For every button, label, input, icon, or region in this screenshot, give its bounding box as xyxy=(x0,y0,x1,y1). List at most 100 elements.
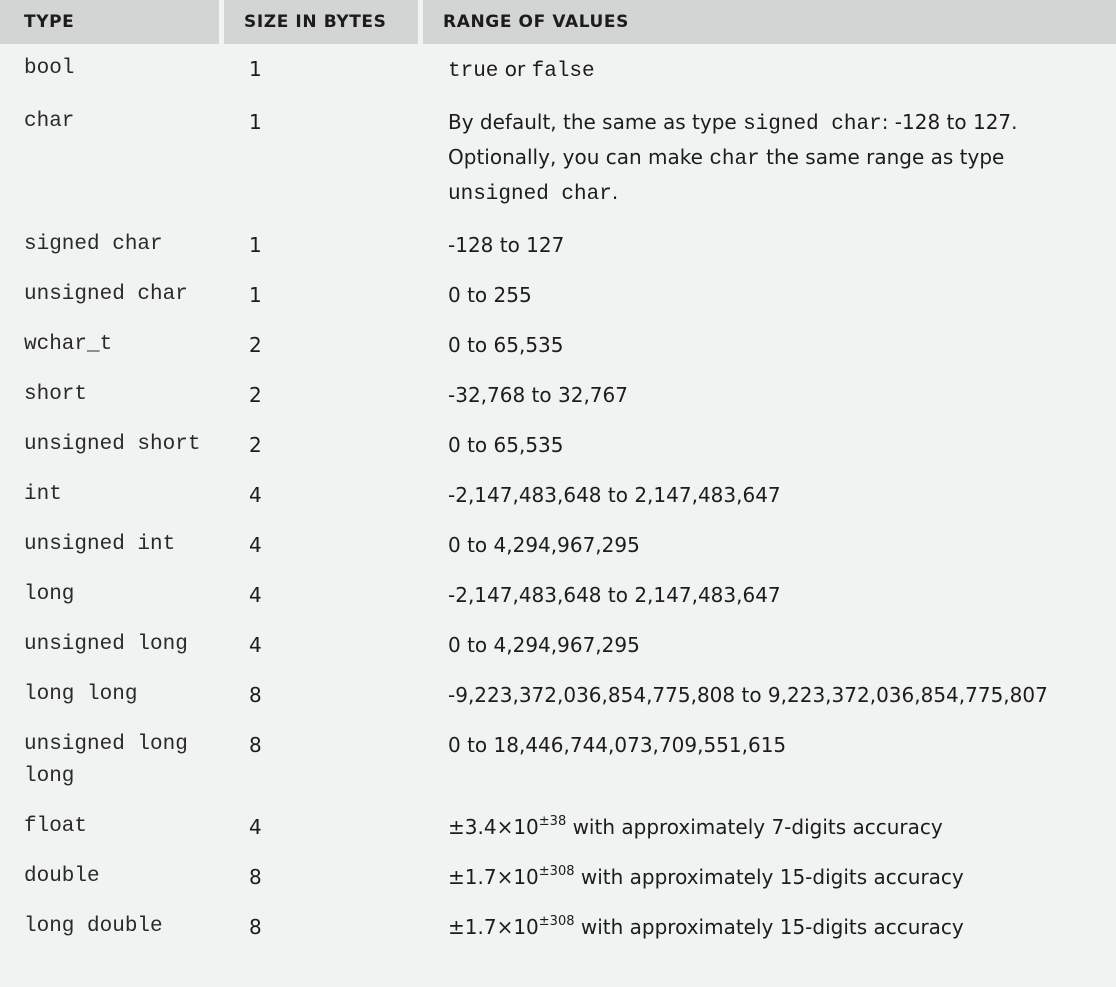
range-base: ±1.7×10 xyxy=(448,865,539,889)
size-cell: 4 xyxy=(224,620,423,670)
table-row: long double 8 ±1.7×10±308 with approximate… xyxy=(0,902,1116,952)
type-cell: unsigned char xyxy=(0,270,224,320)
range-cell: -32,768 to 32,767 xyxy=(423,370,1116,420)
range-code: true xyxy=(448,60,499,83)
table-row: float 4 ±3.4×10±38 with approximately 7-di… xyxy=(0,802,1116,852)
type-cell: unsigned int xyxy=(0,520,224,570)
range-exponent: ±308 xyxy=(538,864,575,879)
size-cell: 8 xyxy=(224,670,423,720)
range-cell: 0 to 4,294,967,295 xyxy=(423,620,1116,670)
range-cell: ±1.7×10±308 with approximately 15-digits… xyxy=(423,902,1116,952)
range-cell: true or false xyxy=(423,44,1116,97)
type-cell: int xyxy=(0,470,224,520)
header-size: SIZE IN BYTES xyxy=(224,0,423,44)
table-row: int 4 -2,147,483,648 to 2,147,483,647 xyxy=(0,470,1116,520)
table-row: short 2 -32,768 to 32,767 xyxy=(0,370,1116,420)
range-tail: with approximately 15-digits accuracy xyxy=(574,865,964,889)
range-cell: ±1.7×10±308 with approximately 15-digits… xyxy=(423,852,1116,902)
size-value: 1 xyxy=(249,110,262,134)
range-base: ±3.4×10 xyxy=(448,815,539,839)
size-value: 2 xyxy=(249,433,262,457)
type-name: wchar_t xyxy=(24,333,113,356)
size-cell: 2 xyxy=(224,320,423,370)
range-value: By default, the same as type signed char… xyxy=(448,97,1110,220)
range-value: -2,147,483,648 to 2,147,483,647 xyxy=(448,583,781,607)
type-cell: bool xyxy=(0,44,224,97)
range-cell: ±3.4×10±38 with approximately 7-digits a… xyxy=(423,802,1116,852)
type-cell: wchar_t xyxy=(0,320,224,370)
size-cell: 4 xyxy=(224,520,423,570)
size-cell: 4 xyxy=(224,470,423,520)
type-name: unsigned long long xyxy=(24,733,188,788)
size-value: 4 xyxy=(249,483,262,507)
type-name: long long xyxy=(24,683,138,706)
range-text: . xyxy=(611,180,619,204)
type-name: long double xyxy=(24,915,163,938)
range-cell: 0 to 65,535 xyxy=(423,420,1116,470)
type-name: double xyxy=(24,865,100,888)
range-tail: with approximately 7-digits accuracy xyxy=(566,815,943,839)
size-value: 1 xyxy=(249,283,262,307)
range-value: -32,768 to 32,767 xyxy=(448,383,628,407)
type-cell: unsigned short xyxy=(0,420,224,470)
size-cell: 8 xyxy=(224,902,423,952)
type-cell: short xyxy=(0,370,224,420)
range-cell: 0 to 255 xyxy=(423,270,1116,320)
size-cell: 4 xyxy=(224,802,423,852)
range-value: 0 to 4,294,967,295 xyxy=(448,533,640,557)
range-code: char xyxy=(709,148,760,171)
range-value: -128 to 127 xyxy=(448,233,565,257)
table-row: long long 8 -9,223,372,036,854,775,808 to … xyxy=(0,670,1116,720)
data-types-table: TYPE SIZE IN BYTES RANGE OF VALUES bool 1… xyxy=(0,0,1116,952)
type-name: float xyxy=(24,815,88,838)
range-text: the same range as type xyxy=(759,145,1005,169)
size-value: 4 xyxy=(249,815,262,839)
table-row: double 8 ±1.7×10±308 with approximately 15… xyxy=(0,852,1116,902)
range-cell: 0 to 18,446,744,073,709,551,615 xyxy=(423,720,1116,802)
range-code: signed char xyxy=(743,113,882,136)
size-value: 4 xyxy=(249,533,262,557)
table-row: long 4 -2,147,483,648 to 2,147,483,647 xyxy=(0,570,1116,620)
type-cell: float xyxy=(0,802,224,852)
range-cell: -2,147,483,648 to 2,147,483,647 xyxy=(423,470,1116,520)
range-base: ±1.7×10 xyxy=(448,915,539,939)
range-cell: By default, the same as type signed char… xyxy=(423,97,1116,220)
range-code: unsigned char xyxy=(448,183,612,206)
range-cell: 0 to 4,294,967,295 xyxy=(423,520,1116,570)
range-cell: -9,223,372,036,854,775,808 to 9,223,372,… xyxy=(423,670,1116,720)
range-value: true or false xyxy=(448,44,1110,97)
size-cell: 8 xyxy=(224,852,423,902)
size-cell: 2 xyxy=(224,420,423,470)
size-value: 4 xyxy=(249,583,262,607)
size-value: 2 xyxy=(249,333,262,357)
size-cell: 2 xyxy=(224,370,423,420)
size-value: 8 xyxy=(249,865,262,889)
type-name: signed char xyxy=(24,233,163,256)
type-name: bool xyxy=(24,57,75,80)
type-cell: long double xyxy=(0,902,224,952)
type-cell: signed char xyxy=(0,220,224,270)
range-value: 0 to 255 xyxy=(448,283,532,307)
range-tail: with approximately 15-digits accuracy xyxy=(574,915,964,939)
size-value: 8 xyxy=(249,683,262,707)
range-text: or xyxy=(498,57,532,81)
size-cell: 4 xyxy=(224,570,423,620)
size-cell: 1 xyxy=(224,220,423,270)
range-value: 0 to 18,446,744,073,709,551,615 xyxy=(448,733,787,757)
range-value: 0 to 4,294,967,295 xyxy=(448,633,640,657)
size-cell: 1 xyxy=(224,44,423,97)
size-value: 1 xyxy=(249,57,262,81)
type-name: short xyxy=(24,383,88,406)
size-cell: 1 xyxy=(224,97,423,220)
table-row: bool 1 true or false xyxy=(0,44,1116,97)
range-value: -2,147,483,648 to 2,147,483,647 xyxy=(448,483,781,507)
size-value: 1 xyxy=(249,233,262,257)
type-cell: double xyxy=(0,852,224,902)
type-name: unsigned long xyxy=(24,633,188,656)
range-cell: -2,147,483,648 to 2,147,483,647 xyxy=(423,570,1116,620)
range-text: : -128 to 127. Optionally, you can make xyxy=(448,110,1018,169)
header-type: TYPE xyxy=(0,0,224,44)
type-cell: long long xyxy=(0,670,224,720)
range-value: ±1.7×10±308 with approximately 15-digits… xyxy=(448,902,1110,952)
type-cell: unsigned long xyxy=(0,620,224,670)
